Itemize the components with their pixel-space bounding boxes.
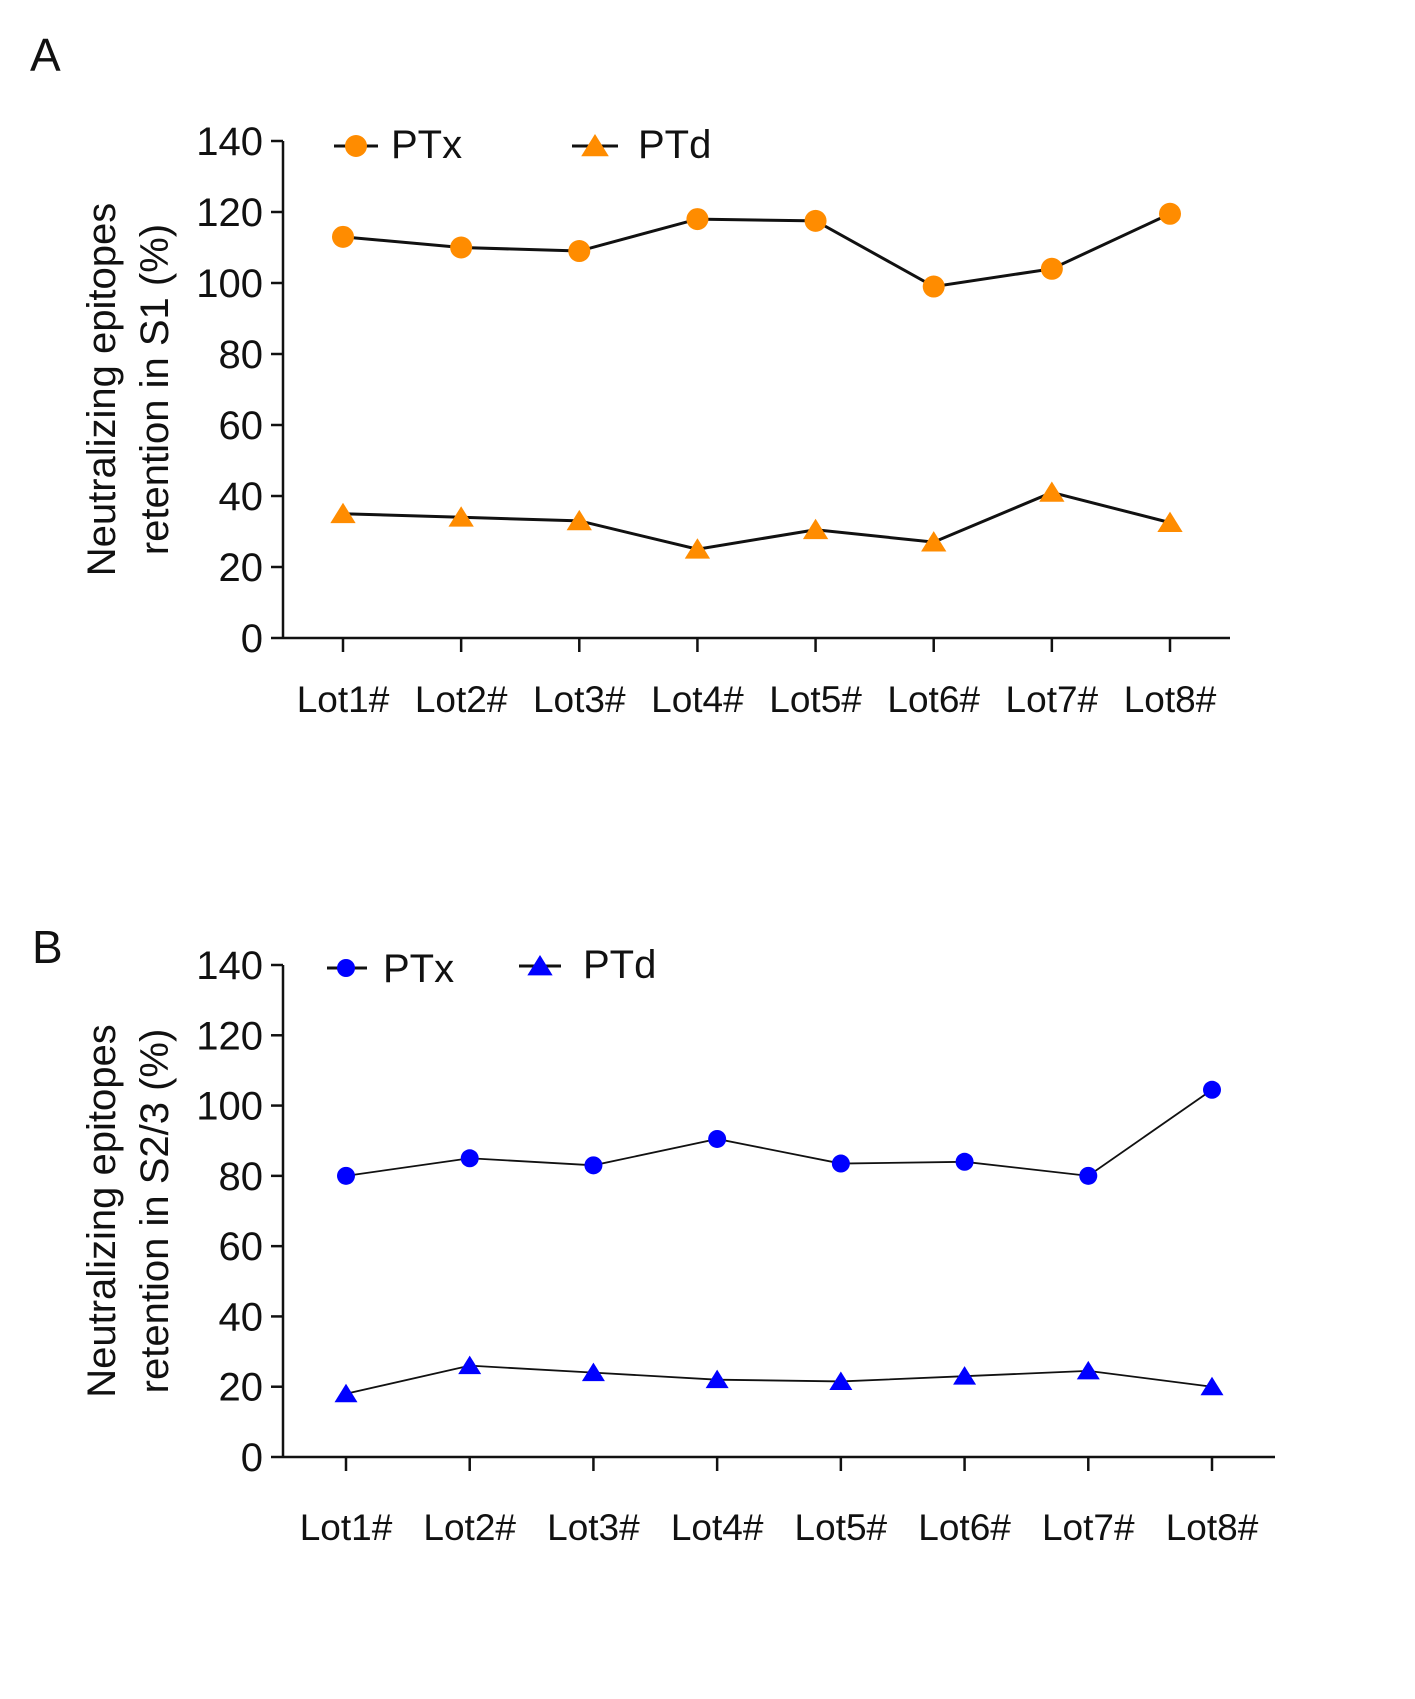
data-point-ptx <box>686 208 709 231</box>
data-point-ptd <box>921 531 947 552</box>
x-tick-label: Lot3# <box>533 679 626 720</box>
data-point-ptx <box>922 275 945 298</box>
data-point-ptx <box>1040 257 1063 280</box>
y-tick-label: 100 <box>196 1085 263 1129</box>
y-tick-label: 0 <box>241 617 263 661</box>
y-axis-label-line1: Neutralizing epitopes <box>80 1024 124 1398</box>
x-tick-label: Lot8# <box>1166 1507 1259 1548</box>
data-point-ptx <box>1203 1080 1221 1099</box>
x-tick-label: Lot1# <box>297 679 390 720</box>
series-line-ptx <box>345 1089 1213 1177</box>
data-point-ptx <box>955 1152 974 1171</box>
series-line-ptd <box>345 1364 1213 1395</box>
data-point-ptd <box>1157 511 1183 532</box>
data-point-ptx <box>332 225 354 248</box>
x-tick-label: Lot6# <box>918 1507 1011 1548</box>
y-tick-label: 140 <box>196 120 263 164</box>
x-tick-label: Lot7# <box>1042 1507 1135 1548</box>
y-tick-label: 20 <box>219 1366 264 1410</box>
y-axis-label-line2: retention in S2/3 (%) <box>133 1029 177 1394</box>
x-tick-label: Lot5# <box>795 1507 888 1548</box>
x-tick-label: Lot4# <box>651 679 744 720</box>
data-point-ptd <box>705 1369 729 1389</box>
legend-marker-ptx <box>345 135 367 157</box>
x-tick-label: Lot3# <box>547 1507 640 1548</box>
y-tick-label: 140 <box>196 944 263 988</box>
y-tick-label: 120 <box>196 191 263 235</box>
x-tick-label: Lot8# <box>1124 679 1217 720</box>
data-point-ptd <box>458 1355 482 1375</box>
data-point-ptx <box>450 236 473 259</box>
x-tick-label: Lot4# <box>671 1507 764 1548</box>
data-point-ptd <box>684 538 711 559</box>
panel-label-a: A <box>30 29 61 81</box>
legend-marker-ptd <box>581 134 609 157</box>
y-tick-label: 20 <box>219 546 264 590</box>
y-tick-label: 40 <box>219 475 264 519</box>
data-point-ptx <box>568 240 591 263</box>
data-point-ptd <box>953 1366 977 1385</box>
data-point-ptx <box>584 1156 603 1175</box>
y-tick-label: 0 <box>241 1436 263 1480</box>
x-tick-label: Lot1# <box>300 1507 393 1548</box>
y-tick-label: 80 <box>219 1155 264 1199</box>
legend-marker-ptd <box>527 955 553 976</box>
data-point-ptd <box>448 506 474 527</box>
y-tick-label: 120 <box>196 1014 263 1058</box>
data-point-ptd <box>581 1362 605 1382</box>
y-tick-label: 60 <box>219 1225 264 1269</box>
series-line-ptd <box>342 490 1171 551</box>
y-tick-label: 100 <box>196 262 263 306</box>
data-point-ptd <box>829 1371 853 1390</box>
series-line-ptx <box>342 212 1171 289</box>
x-tick-label: Lot6# <box>887 679 980 720</box>
legend-label-ptd: PTd <box>583 943 656 987</box>
data-point-ptd <box>330 502 356 524</box>
x-tick-label: Lot5# <box>769 679 862 720</box>
data-point-ptx <box>1159 202 1181 225</box>
legend-label-ptd: PTd <box>638 123 711 167</box>
data-point-ptx <box>708 1129 727 1148</box>
data-point-ptd <box>802 518 829 540</box>
data-point-ptx <box>804 209 827 232</box>
data-point-ptx <box>460 1149 479 1168</box>
legend-label-ptx: PTx <box>391 123 462 167</box>
x-tick-label: Lot7# <box>1006 679 1099 720</box>
y-axis-label-line1: Neutralizing epitopes <box>80 203 124 577</box>
data-point-ptx <box>337 1166 355 1185</box>
data-point-ptx <box>831 1154 850 1173</box>
x-tick-label: Lot2# <box>415 679 508 720</box>
y-tick-label: 60 <box>219 404 264 448</box>
y-tick-label: 80 <box>219 333 264 377</box>
data-point-ptd <box>334 1383 358 1403</box>
y-axis-label-line2: retention in S1 (%) <box>133 224 177 555</box>
y-tick-label: 40 <box>219 1295 264 1339</box>
x-tick-label: Lot2# <box>423 1507 516 1548</box>
legend-marker-ptx <box>337 959 355 977</box>
data-point-ptd <box>1076 1360 1100 1380</box>
panel-label-b: B <box>32 921 63 973</box>
legend-label-ptx: PTx <box>383 947 454 991</box>
data-point-ptd <box>566 509 592 531</box>
data-point-ptx <box>1079 1166 1098 1185</box>
data-point-ptd <box>1039 481 1065 502</box>
data-point-ptd <box>1200 1376 1224 1396</box>
